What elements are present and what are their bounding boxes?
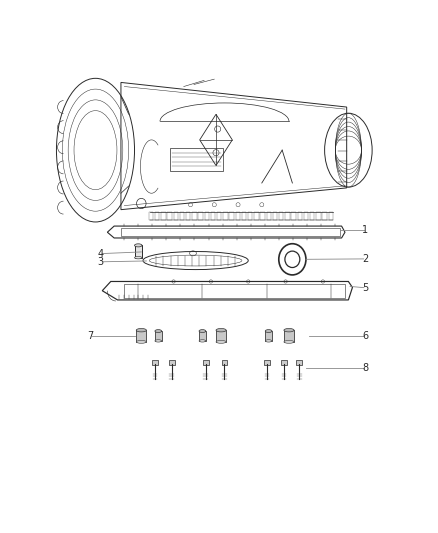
Bar — [223, 212, 228, 220]
Bar — [169, 360, 175, 365]
Bar — [242, 212, 246, 220]
Ellipse shape — [199, 329, 206, 333]
Ellipse shape — [216, 328, 226, 332]
Ellipse shape — [155, 329, 162, 333]
Bar — [254, 212, 259, 220]
Bar — [236, 212, 240, 220]
Bar — [205, 212, 209, 220]
Text: 2: 2 — [362, 254, 368, 264]
Bar — [328, 212, 333, 220]
Bar — [265, 331, 272, 341]
Bar — [273, 212, 277, 220]
Bar — [298, 212, 302, 220]
Bar — [167, 212, 172, 220]
Bar — [310, 212, 314, 220]
Bar — [279, 212, 283, 220]
Text: 4: 4 — [98, 248, 104, 259]
Ellipse shape — [136, 328, 146, 332]
Bar — [203, 360, 208, 365]
Bar — [316, 212, 321, 220]
Bar — [284, 330, 294, 342]
Ellipse shape — [134, 244, 142, 247]
Ellipse shape — [134, 256, 142, 259]
Bar — [322, 212, 327, 220]
Bar — [161, 212, 166, 220]
Bar — [134, 245, 142, 257]
Bar — [136, 330, 146, 342]
Text: 1: 1 — [362, 225, 368, 235]
Bar — [198, 212, 203, 220]
Text: 5: 5 — [362, 282, 368, 293]
Ellipse shape — [155, 340, 162, 342]
Bar — [261, 212, 265, 220]
Bar — [281, 360, 286, 365]
Ellipse shape — [199, 340, 206, 342]
Text: 6: 6 — [362, 330, 368, 341]
Bar — [211, 212, 215, 220]
Bar — [173, 212, 178, 220]
Text: 8: 8 — [362, 364, 368, 374]
Text: 7: 7 — [87, 330, 94, 341]
Ellipse shape — [265, 329, 272, 333]
Ellipse shape — [216, 341, 226, 343]
Ellipse shape — [136, 341, 146, 343]
Ellipse shape — [284, 328, 294, 332]
Bar — [217, 212, 222, 220]
Bar — [285, 212, 290, 220]
Bar — [264, 360, 270, 365]
Bar — [291, 212, 296, 220]
Text: 3: 3 — [98, 257, 104, 267]
Bar — [199, 331, 206, 341]
Bar — [248, 212, 252, 220]
Bar — [170, 148, 223, 171]
Bar — [230, 212, 234, 220]
Bar — [155, 212, 159, 220]
Bar — [267, 212, 271, 220]
Bar — [149, 212, 153, 220]
Bar — [180, 212, 184, 220]
Bar — [155, 331, 162, 341]
Ellipse shape — [284, 341, 294, 343]
Bar — [192, 212, 197, 220]
Bar — [216, 330, 226, 342]
Ellipse shape — [265, 340, 272, 342]
Bar — [186, 212, 191, 220]
Bar — [297, 360, 302, 365]
Bar — [304, 212, 308, 220]
Bar — [152, 360, 158, 365]
Bar — [222, 360, 227, 365]
